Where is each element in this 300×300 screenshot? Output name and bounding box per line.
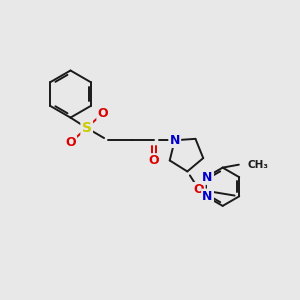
Text: O: O — [98, 107, 108, 120]
Text: O: O — [194, 183, 204, 196]
Text: N: N — [202, 190, 213, 203]
Text: O: O — [149, 154, 159, 167]
Text: N: N — [202, 171, 213, 184]
Text: O: O — [65, 136, 76, 149]
Text: N: N — [169, 134, 180, 147]
Text: S: S — [82, 121, 92, 135]
Text: CH₃: CH₃ — [248, 160, 269, 170]
